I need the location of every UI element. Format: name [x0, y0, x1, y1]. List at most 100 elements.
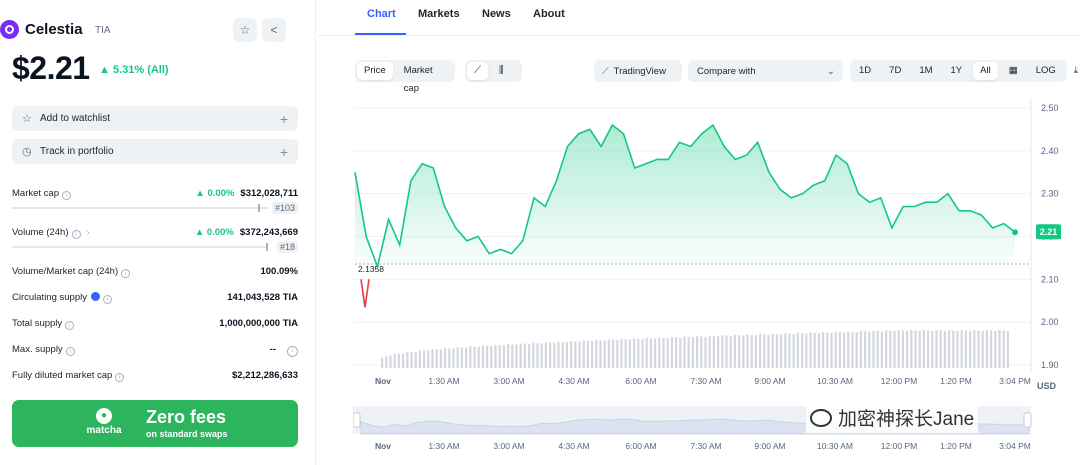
volume-bar	[645, 337, 648, 368]
rank-badge: #103	[271, 202, 298, 214]
info-icon[interactable]: i	[65, 321, 75, 330]
navigator-tick-label: 3:00 AM	[493, 441, 524, 451]
volume-bar	[994, 331, 997, 368]
log-scale-toggle[interactable]: LOG	[1035, 65, 1056, 76]
volume-bar	[918, 331, 921, 368]
coin-symbol: TIA	[95, 25, 111, 36]
volume-bar	[893, 331, 896, 368]
volume-bar	[813, 332, 816, 368]
chevron-right-icon[interactable]: ›	[86, 227, 90, 238]
calendar-icon[interactable]: ▦	[1008, 65, 1018, 76]
info-icon[interactable]: i	[121, 269, 131, 278]
volume-bar	[977, 330, 980, 368]
volume-bar	[414, 351, 417, 368]
volume-bar	[901, 330, 904, 368]
star-icon: ☆	[22, 113, 32, 125]
x-tick-label: 12:00 PM	[881, 376, 917, 386]
navigator-tick-label: 6:00 AM	[625, 441, 656, 451]
tab-chart[interactable]: Chart	[367, 8, 396, 20]
info-icon[interactable]: i	[287, 346, 298, 357]
volume-bar	[536, 343, 539, 368]
volume-bar	[603, 340, 606, 368]
navigator-tick-label: 9:00 AM	[754, 441, 785, 451]
volume-bar	[481, 345, 484, 368]
volume-bar	[452, 348, 455, 368]
range-1y[interactable]: 1Y	[950, 65, 963, 76]
promo-title: Zero fees	[146, 407, 227, 427]
volume-bar	[935, 330, 938, 368]
x-tick-label: 3:04 PM	[999, 376, 1031, 386]
volume-bar	[570, 341, 573, 368]
volume-bar	[490, 346, 493, 368]
track-in-portfolio-button[interactable]: ◷ Track in portfolio +	[12, 139, 298, 164]
info-icon[interactable]: i	[102, 295, 112, 304]
volume-bar	[943, 331, 946, 368]
volume-bar	[670, 337, 673, 368]
volume-bar	[956, 331, 959, 368]
rank-bar	[12, 207, 268, 209]
volume-bar	[712, 336, 715, 368]
verified-icon	[90, 292, 100, 301]
rank-badge: #18	[276, 241, 298, 253]
volume-bar	[561, 341, 564, 368]
navigator-tick-label: 4:30 AM	[558, 441, 589, 451]
compare-with-dropdown[interactable]: Compare with ⌄	[688, 60, 843, 82]
volume-bar	[477, 346, 480, 368]
volume-bar	[687, 336, 690, 368]
volume-bar	[771, 333, 774, 368]
info-icon[interactable]: i	[71, 230, 81, 239]
market-cap-option[interactable]: Market cap	[403, 65, 433, 94]
info-icon[interactable]: i	[65, 347, 75, 356]
stat-value: 100.09%	[260, 266, 298, 277]
promo-banner[interactable]: ● matcha Zero fees on standard swaps	[12, 400, 298, 447]
volume-bar	[385, 355, 388, 368]
volume-bar	[494, 344, 497, 368]
tab-about[interactable]: About	[533, 8, 565, 20]
line-chart-icon[interactable]: ⟋	[467, 62, 488, 80]
info-icon[interactable]: i	[62, 191, 71, 200]
volume-bar	[444, 348, 447, 368]
volume-bar	[662, 337, 665, 368]
volume-bar	[591, 341, 594, 368]
volume-bar	[498, 345, 501, 368]
stat-label: Volume/Market cap (24h)	[12, 266, 119, 277]
tab-markets[interactable]: Markets	[418, 8, 460, 20]
range-1m[interactable]: 1M	[919, 65, 933, 76]
volume-bar	[507, 344, 510, 368]
volume-bar	[910, 330, 913, 368]
add-to-watchlist-button[interactable]: ☆ Add to watchlist +	[12, 106, 298, 131]
x-tick-label: 9:00 AM	[754, 376, 785, 386]
volume-bar	[948, 330, 951, 368]
info-icon[interactable]: i	[115, 373, 125, 382]
volume-bar	[427, 350, 430, 368]
range-7d[interactable]: 7D	[889, 65, 902, 76]
volume-bar	[532, 342, 535, 368]
volume-bar	[985, 330, 988, 368]
volume-bar	[544, 342, 547, 368]
volume-bar	[775, 334, 778, 368]
range-1d[interactable]: 1D	[859, 65, 872, 76]
price-option[interactable]: Price	[357, 62, 393, 80]
volume-bar	[553, 342, 556, 368]
tradingview-button[interactable]: ⟋ TradingView	[594, 60, 682, 82]
volume-bar	[418, 350, 421, 368]
stat-market-cap: Market cap i ▲ 0.00% $312,028,711 #103	[12, 188, 298, 218]
volume-bar	[742, 335, 745, 368]
volume-bar	[435, 349, 438, 368]
y-tick-label: 2.50	[1041, 103, 1059, 113]
rank-bar	[12, 246, 268, 248]
candlestick-icon[interactable]: ⫼	[499, 65, 504, 76]
range-all[interactable]: All	[973, 62, 998, 80]
star-icon[interactable]: ☆	[233, 18, 257, 42]
volume-bar	[859, 331, 862, 368]
download-icon[interactable]: ⤓	[1073, 65, 1078, 76]
volume-bar	[574, 341, 577, 368]
share-icon[interactable]: <	[262, 18, 286, 42]
coin-name: Celestia	[25, 21, 83, 38]
navigator-right-handle[interactable]	[1023, 412, 1032, 428]
volume-bar	[750, 334, 753, 368]
navigator-left-handle[interactable]	[352, 412, 361, 428]
stat-value: 1,000,000,000 TIA	[219, 318, 298, 329]
volume-bar	[998, 330, 1001, 368]
tab-news[interactable]: News	[482, 8, 511, 20]
